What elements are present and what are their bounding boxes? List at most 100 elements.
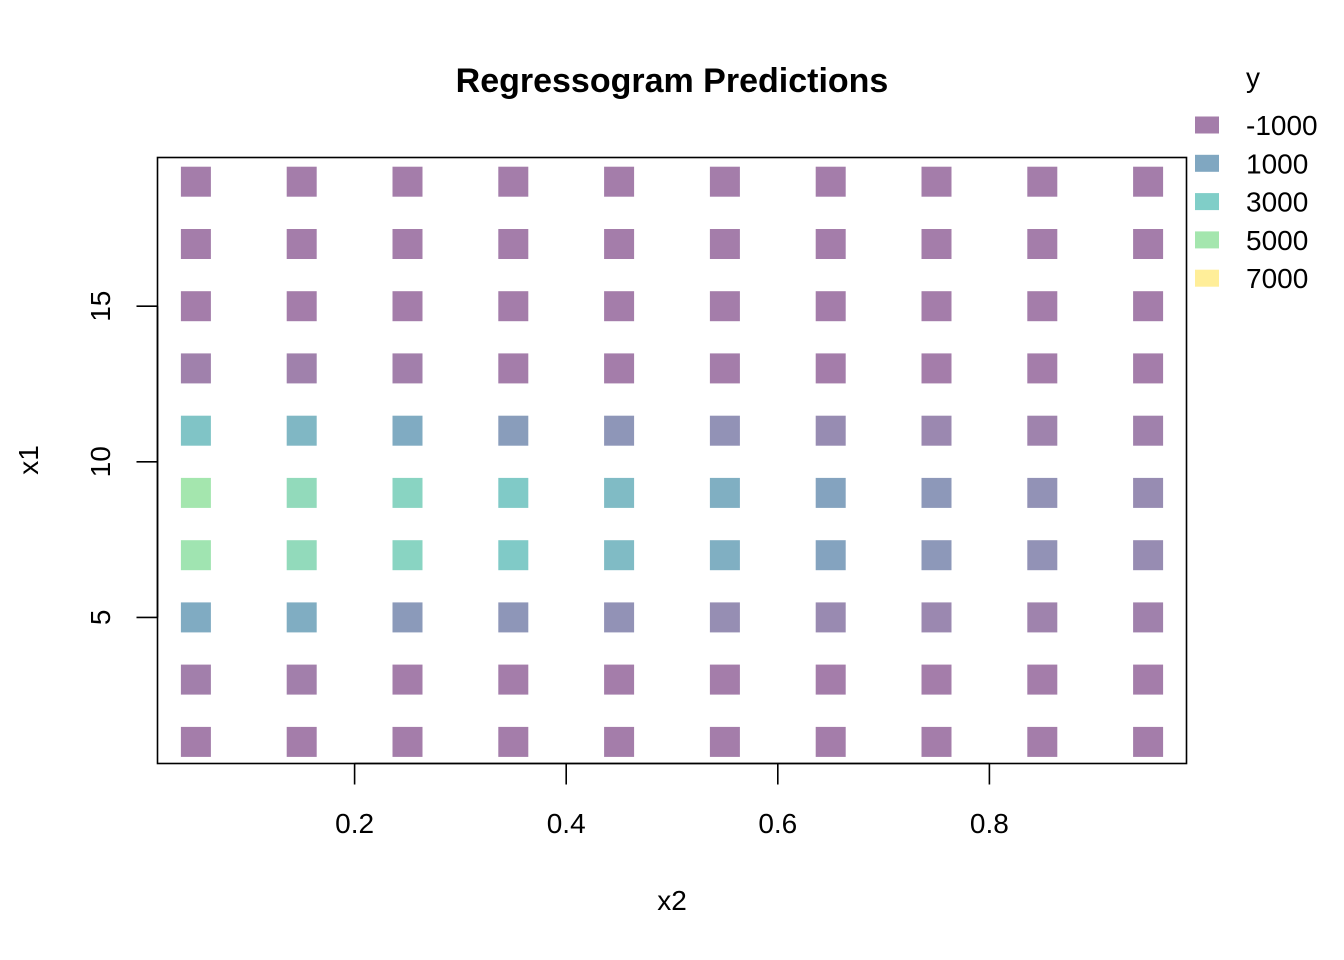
heatmap-cell	[1027, 726, 1058, 757]
y-tick-label: 5	[85, 610, 116, 626]
heatmap-cell	[815, 477, 846, 508]
heatmap-cell	[604, 353, 635, 384]
heatmap-cell	[392, 540, 423, 571]
heatmap-cell	[709, 291, 740, 322]
heatmap-cell	[392, 602, 423, 633]
heatmap-cell	[709, 540, 740, 571]
heatmap-cell	[815, 415, 846, 446]
heatmap-cell	[815, 291, 846, 322]
heatmap-cell	[180, 166, 211, 197]
heatmap-cell	[286, 415, 317, 446]
heatmap-cell	[1027, 229, 1058, 259]
heatmap-cell	[180, 664, 211, 695]
x-axis-label: x2	[657, 885, 687, 916]
heatmap-cell	[815, 540, 846, 571]
heatmap-cell	[392, 166, 423, 197]
y-axis: 5 10 15	[85, 291, 159, 626]
legend-title: y	[1246, 62, 1260, 93]
heatmap-cell	[392, 477, 423, 508]
heatmap-cell	[1027, 166, 1058, 197]
heatmap-cell	[180, 726, 211, 757]
heatmap-cell	[180, 415, 211, 446]
heatmap-cell	[286, 540, 317, 571]
chart-title: Regressogram Predictions	[456, 62, 889, 100]
heatmap-cell	[815, 602, 846, 633]
legend-label: 5000	[1246, 225, 1308, 256]
legend-swatch	[1195, 154, 1219, 172]
y-tick-label: 10	[85, 446, 116, 477]
heatmap-cell	[709, 477, 740, 508]
heatmap-cell	[815, 353, 846, 384]
heatmap-cell	[1133, 540, 1164, 571]
heatmap-cell	[1133, 166, 1164, 197]
heatmap-cell	[815, 726, 846, 757]
legend-label: 1000	[1246, 148, 1308, 179]
heatmap-cell	[1027, 291, 1058, 322]
heatmap-cell	[604, 602, 635, 633]
heatmap-cell	[498, 540, 529, 571]
heatmap-cell	[709, 415, 740, 446]
heatmap-cell	[921, 477, 952, 508]
heatmap-cell	[709, 602, 740, 633]
legend-label: -1000	[1246, 110, 1318, 141]
heatmap-cell	[392, 229, 423, 259]
heatmap-cell	[392, 353, 423, 384]
heatmap-cell	[815, 664, 846, 695]
heatmap-cell	[1027, 353, 1058, 384]
x-axis: 0.2 0.4 0.6 0.8	[335, 762, 1009, 839]
heatmap-cell	[709, 726, 740, 757]
heatmap-cell	[1133, 353, 1164, 384]
heatmap-cell	[921, 726, 952, 757]
heatmap-cell	[1027, 664, 1058, 695]
heatmap-cell	[180, 602, 211, 633]
heatmap-cell	[921, 291, 952, 322]
heatmap-cell	[1133, 477, 1164, 508]
heatmap-cell	[604, 477, 635, 508]
legend-swatch	[1195, 193, 1219, 211]
heatmap-cell	[286, 477, 317, 508]
heatmap-cell	[604, 664, 635, 695]
heatmap-cell	[498, 602, 529, 633]
heatmap-cell	[286, 726, 317, 757]
x-tick-label: 0.2	[335, 808, 374, 839]
heatmap-cell	[286, 602, 317, 633]
heatmap-cell	[392, 664, 423, 695]
heatmap-cell	[1133, 664, 1164, 695]
heatmap-cell	[709, 353, 740, 384]
legend-swatch	[1195, 116, 1219, 134]
heatmap-cell	[1133, 291, 1164, 322]
heatmap-cell	[498, 291, 529, 322]
heatmap-cell	[286, 166, 317, 197]
heatmap-cell	[1027, 477, 1058, 508]
y-tick-label: 15	[85, 291, 116, 322]
legend-swatch	[1195, 231, 1219, 249]
legend-swatch	[1195, 269, 1219, 287]
heatmap-cell	[286, 664, 317, 695]
heatmap-cell	[498, 353, 529, 384]
x-tick-label: 0.6	[758, 808, 797, 839]
heatmap-cell	[709, 229, 740, 259]
heatmap-cell	[286, 229, 317, 259]
heatmap-cell	[709, 664, 740, 695]
heatmap-cell	[604, 540, 635, 571]
heatmap-cell	[498, 664, 529, 695]
heatmap-cell	[921, 602, 952, 633]
heatmap-cell	[180, 229, 211, 259]
heatmap-cell	[1027, 602, 1058, 633]
x-tick-label: 0.8	[970, 808, 1009, 839]
cell-layer	[180, 166, 1164, 757]
heatmap-cell	[604, 229, 635, 259]
x-tick-label: 0.4	[547, 808, 586, 839]
heatmap-cell	[1133, 602, 1164, 633]
heatmap-cell	[180, 477, 211, 508]
heatmap-cell	[498, 726, 529, 757]
heatmap-cell	[604, 415, 635, 446]
heatmap-cell	[1027, 540, 1058, 571]
heatmap-cell	[921, 229, 952, 259]
heatmap-cell	[1027, 415, 1058, 446]
heatmap-cell	[921, 664, 952, 695]
heatmap-cell	[498, 229, 529, 259]
heatmap-cell	[392, 415, 423, 446]
heatmap-cell	[392, 291, 423, 322]
